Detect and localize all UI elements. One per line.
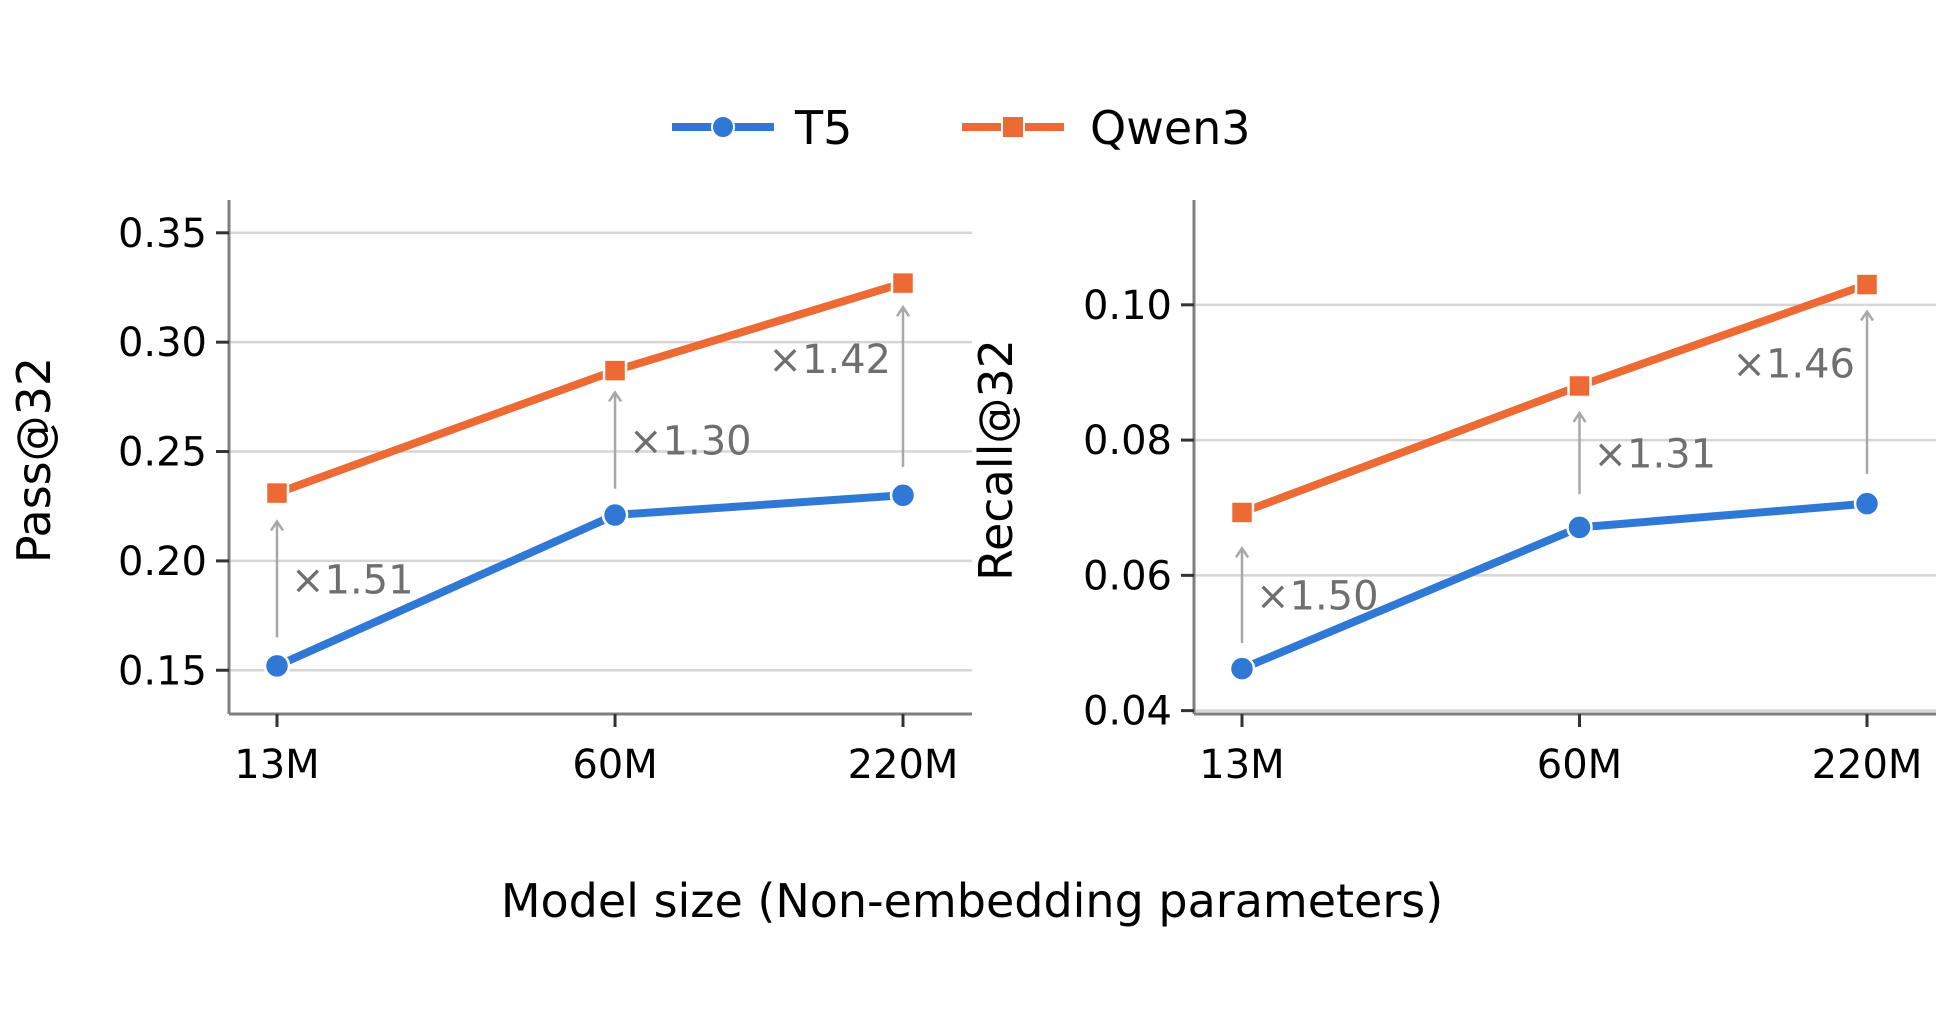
y-tick-label: 0.10 bbox=[1083, 283, 1172, 329]
y-ticks: 0.15 0.20 0.25 0.30 0.35 bbox=[118, 211, 229, 694]
x-tick-label: 60M bbox=[1537, 742, 1622, 788]
ratio-label: ×1.50 bbox=[1256, 574, 1379, 620]
y-ticks: 0.04 0.06 0.08 0.10 bbox=[1083, 283, 1194, 735]
legend-label-qwen3: Qwen3 bbox=[1090, 101, 1251, 155]
legend-item-qwen3: Qwen3 bbox=[962, 101, 1251, 155]
y-tick-label: 0.20 bbox=[118, 539, 207, 585]
x-ticks: 13M 60M 220M bbox=[1199, 714, 1922, 788]
y-tick-label: 0.35 bbox=[118, 211, 207, 257]
ratio-label: ×1.31 bbox=[1594, 432, 1717, 478]
y-tick-label: 0.25 bbox=[118, 430, 207, 476]
point-t5 bbox=[601, 501, 629, 529]
x-tick-label: 13M bbox=[234, 742, 319, 788]
ratio-arrow-head bbox=[1572, 410, 1587, 423]
point-qwen3 bbox=[1854, 272, 1880, 297]
ratio-annotations: ×1.51 ×1.30 ×1.42 bbox=[269, 304, 911, 638]
y-tick-label: 0.08 bbox=[1083, 418, 1172, 464]
ratio-label: ×1.51 bbox=[291, 557, 414, 603]
ratio-arrow-head bbox=[895, 304, 911, 317]
y-tick-label: 0.30 bbox=[118, 320, 207, 366]
legend-item-t5: T5 bbox=[672, 101, 852, 155]
x-tick-label: 13M bbox=[1199, 742, 1284, 788]
ratio-label: ×1.46 bbox=[1732, 342, 1855, 388]
chart-recall-at-32: 0.040.060.080.10 13M 60M 220M ×1.50×1.31×1… bbox=[969, 200, 1936, 788]
y-axis-label: Recall@32 bbox=[969, 339, 1023, 581]
ratio-arrow-head bbox=[1859, 309, 1875, 322]
x-tick-label: 60M bbox=[572, 742, 657, 788]
series bbox=[263, 270, 917, 680]
point-qwen3 bbox=[890, 270, 916, 296]
series-line-qwen3 bbox=[275, 279, 905, 497]
point-qwen3 bbox=[1567, 373, 1592, 399]
legend: T5 Qwen3 bbox=[672, 101, 1251, 155]
point-qwen3 bbox=[1229, 500, 1255, 525]
y-tick-label: 0.15 bbox=[118, 648, 207, 694]
legend-label-t5: T5 bbox=[794, 101, 852, 155]
y-tick-label: 0.04 bbox=[1083, 689, 1172, 735]
axes bbox=[1192, 200, 1936, 716]
point-t5 bbox=[889, 482, 917, 509]
grid-lines bbox=[1194, 303, 1936, 712]
axes bbox=[227, 200, 972, 716]
x-ticks: 13M 60M 220M bbox=[234, 714, 958, 788]
point-qwen3 bbox=[602, 358, 628, 383]
ratio-label: ×1.30 bbox=[629, 419, 752, 465]
point-t5 bbox=[1228, 655, 1256, 682]
ratio-arrow-head bbox=[1234, 546, 1250, 558]
x-tick-label: 220M bbox=[848, 742, 959, 788]
series-line-qwen3 bbox=[1240, 280, 1869, 517]
point-t5 bbox=[263, 652, 291, 680]
ratio-arrow-head bbox=[607, 390, 623, 403]
legend-marker-t5 bbox=[711, 115, 735, 139]
series bbox=[1228, 272, 1881, 682]
chart-pass-at-32: 0.150.200.250.300.35 13M 60M 220M ×1.51×1.… bbox=[7, 200, 972, 788]
legend-marker-qwen3 bbox=[1001, 115, 1025, 139]
point-t5 bbox=[1566, 514, 1593, 541]
y-tick-label: 0.06 bbox=[1083, 553, 1172, 599]
ratio-arrow-head bbox=[269, 519, 285, 532]
point-t5 bbox=[1853, 490, 1881, 517]
point-qwen3 bbox=[264, 480, 290, 506]
x-tick-label: 220M bbox=[1812, 742, 1923, 788]
ratio-annotations: ×1.50 ×1.31 ×1.46 bbox=[1234, 309, 1875, 643]
x-axis-label: Model size (Non-embedding parameters) bbox=[501, 874, 1443, 928]
grid-lines bbox=[229, 231, 972, 672]
y-axis-label: Pass@32 bbox=[7, 357, 61, 563]
ratio-label: ×1.42 bbox=[768, 337, 891, 383]
